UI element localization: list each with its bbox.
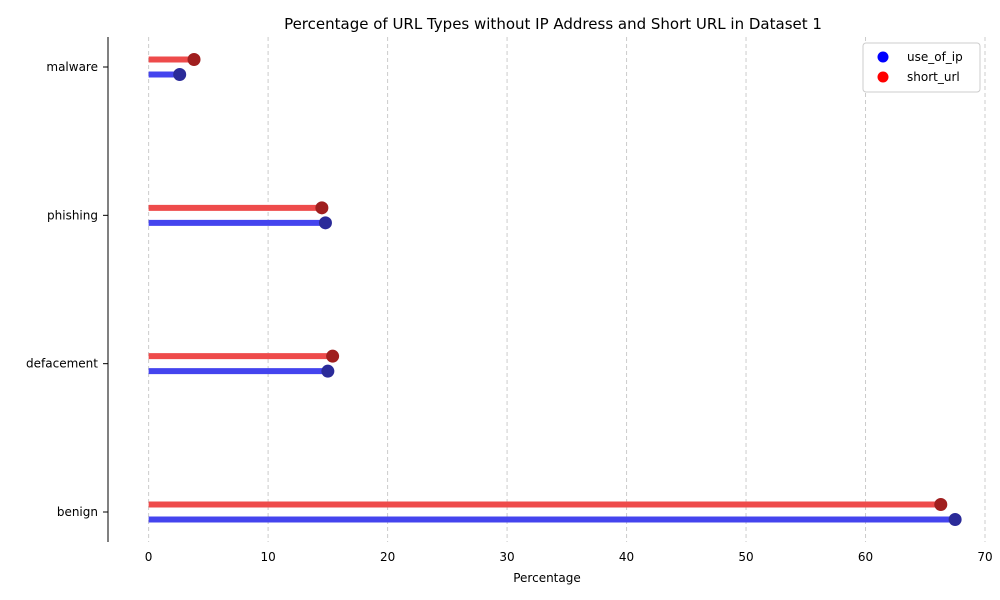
y-axis-ticks: benign defacement phishing malware [26, 60, 108, 519]
point-use_of_ip [321, 364, 335, 378]
legend-label-short_url: short_url [907, 70, 960, 84]
x-tick-label: 70 [977, 550, 992, 564]
x-tick-label: 20 [380, 550, 395, 564]
point-use_of_ip [318, 216, 332, 230]
x-tick-label: 60 [858, 550, 873, 564]
y-tick-label: malware [46, 60, 98, 74]
point-use_of_ip [948, 513, 962, 526]
x-axis-label: Percentage [513, 571, 581, 585]
y-tick-label: phishing [47, 208, 98, 222]
legend: use_of_ip short_url [862, 42, 981, 93]
point-short_url [934, 498, 948, 511]
chart-title: Percentage of URL Types without IP Addre… [284, 15, 822, 33]
x-grid [148, 37, 986, 542]
legend-marker-use_of_ip [877, 51, 889, 63]
y-tick-label: defacement [26, 357, 98, 371]
legend-label-use_of_ip: use_of_ip [907, 50, 963, 64]
point-short_url [187, 53, 201, 66]
x-axis-ticks: 0 10 20 30 40 50 60 70 [145, 550, 993, 564]
point-short_url [326, 349, 340, 363]
point-use_of_ip [173, 68, 187, 81]
series-lines [148, 53, 962, 526]
y-tick-label: benign [57, 505, 98, 519]
legend-marker-short_url [877, 71, 889, 83]
x-tick-label: 50 [738, 550, 753, 564]
x-tick-label: 40 [619, 550, 634, 564]
point-short_url [315, 201, 329, 215]
x-tick-label: 30 [499, 550, 514, 564]
legend-box [862, 42, 981, 93]
x-tick-label: 0 [145, 550, 153, 564]
x-tick-label: 10 [260, 550, 275, 564]
